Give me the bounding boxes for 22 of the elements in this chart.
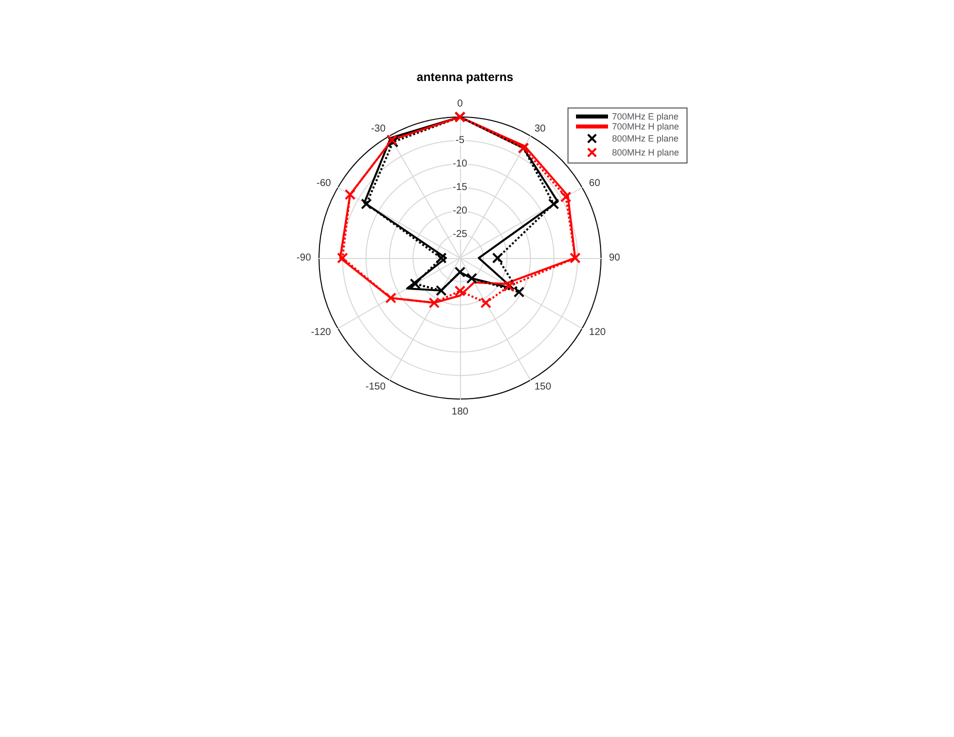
spoke-label: 150 — [534, 382, 552, 393]
spoke-label: -60 — [316, 178, 332, 189]
spoke-label: 60 — [589, 178, 601, 189]
legend-label: 800MHz E plane — [612, 134, 679, 144]
legend-label: 700MHz H plane — [612, 122, 680, 132]
y-tick-label: -25 — [452, 229, 468, 240]
spoke-label: -90 — [296, 252, 312, 264]
legend-label: 800MHz H plane — [612, 148, 680, 158]
chart-title: antenna patterns — [416, 70, 514, 84]
y-tick-label: -10 — [452, 158, 468, 170]
spoke-label: 120 — [589, 327, 606, 338]
spoke-label: 90 — [609, 252, 621, 264]
spoke-label: -120 — [310, 327, 332, 338]
spoke-label: 0 — [457, 98, 464, 110]
y-tick-label: -5 — [456, 135, 465, 146]
y-tick-label: -20 — [452, 206, 468, 216]
spoke-label: -150 — [365, 382, 386, 393]
spoke-label: -30 — [371, 123, 386, 134]
spoke-label: 180 — [452, 406, 469, 418]
y-tick-label: -15 — [452, 182, 468, 193]
legend-label: 700MHz E plane — [612, 112, 679, 122]
spoke-label: 30 — [534, 123, 546, 134]
